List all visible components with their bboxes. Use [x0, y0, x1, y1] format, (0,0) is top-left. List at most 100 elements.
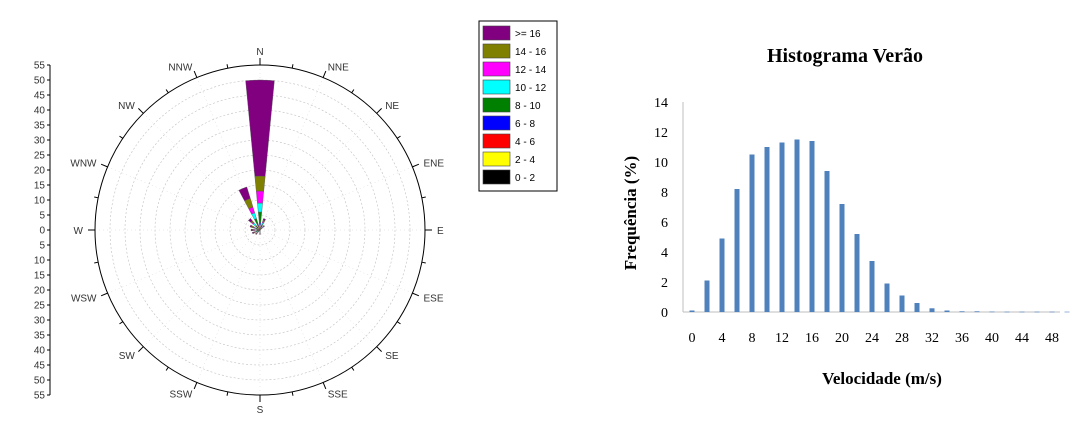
rose-wedge-sw-bin-8 [255, 232, 258, 235]
hist-y-tick-label: 0 [661, 306, 668, 321]
hist-bar [974, 311, 980, 313]
hist-y-tick-label: 4 [661, 246, 668, 261]
legend-label: 10 - 12 [515, 83, 547, 94]
direction-label-sse: SSE [328, 390, 348, 401]
rose-spoke [196, 229, 261, 383]
rose-outer-tick [351, 89, 355, 94]
hist-xlabel: Velocidade (m/s) [822, 369, 942, 388]
rose-spoke [143, 113, 261, 231]
hist-ylabel: Frequência (%) [621, 156, 640, 270]
hist-y-tick-label: 6 [661, 216, 668, 231]
radial-scale-label: 0 [39, 226, 45, 237]
hist-bar [944, 310, 950, 312]
hist-bar [704, 280, 710, 312]
rose-outer-tick [421, 196, 426, 199]
hist-y-tick-label: 8 [661, 186, 668, 201]
rose-wedge-wsw-bin-8 [251, 231, 255, 235]
direction-label-w: W [74, 226, 84, 237]
hist-x-tick-label: 28 [895, 331, 909, 346]
rose-outer-tick [226, 391, 229, 396]
rose-outer-tick [226, 64, 229, 69]
hist-bar [689, 310, 695, 312]
direction-label-n: N [256, 47, 263, 58]
rose-outer-tick [412, 163, 420, 168]
hist-bar [914, 303, 920, 312]
hist-y-tick-label: 2 [661, 276, 668, 291]
rose-wedge-ne-bin-8 [262, 225, 265, 228]
direction-label-nw: NW [118, 101, 135, 112]
radial-scale-label: 25 [34, 301, 46, 312]
direction-label-ene: ENE [424, 158, 445, 169]
radial-scale-label: 45 [34, 361, 46, 372]
hist-bar [869, 261, 875, 312]
hist-bar [719, 238, 725, 312]
direction-label-nne: NNE [328, 63, 349, 74]
direction-label-ne: NE [385, 101, 399, 112]
rose-ring [109, 79, 411, 381]
hist-bar [749, 154, 755, 312]
rose-wedge-n-bin-8 [245, 79, 275, 177]
hist-x-tick-label: 24 [865, 331, 879, 346]
hist-bar [824, 171, 830, 312]
direction-label-ese: ESE [424, 294, 444, 305]
radial-scale-label: 15 [34, 181, 46, 192]
legend-swatch [482, 97, 511, 113]
hist-bar [1034, 311, 1040, 313]
rose-wedge-wnw-bin-8 [249, 224, 253, 228]
rose-spoke [259, 229, 413, 294]
rose-wedge-n-bin-2 [259, 225, 261, 228]
hist-bar [794, 139, 800, 312]
legend-label: >= 16 [515, 29, 541, 40]
radial-scale-label: 25 [34, 151, 46, 162]
rose-outer-tick [100, 163, 108, 168]
legend-swatch [482, 133, 511, 149]
hist-bar [839, 204, 845, 312]
radial-scale-label: 5 [39, 211, 45, 222]
hist-y-tick-label: 14 [654, 96, 668, 111]
rose-spoke [143, 229, 261, 347]
hist-x-tick-label: 32 [925, 331, 939, 346]
legend-swatch [482, 79, 511, 95]
hist-x-tick-label: 4 [719, 331, 726, 346]
summer-histogram-chart: Histograma Verão Velocidade (m/s) Frequê… [621, 45, 1070, 388]
direction-label-se: SE [385, 351, 399, 362]
hist-bar [1019, 311, 1025, 313]
legend-label: 12 - 14 [515, 65, 547, 76]
rose-outer-tick [322, 382, 327, 390]
rose-outer-tick [193, 382, 198, 390]
hist-x-tick-label: 12 [775, 331, 789, 346]
legend-swatch [482, 43, 511, 59]
wind-rose-chart: NNNENEENEEESESESSESSSWSWWSWWWNWNWNNW5550… [34, 47, 445, 416]
rose-outer-tick [193, 70, 198, 78]
legend-label: 6 - 8 [515, 119, 535, 130]
rose-outer-tick [412, 292, 420, 297]
rose-wedge-n-bin-7 [254, 175, 266, 192]
rose-outer-tick [291, 64, 294, 69]
hist-x-tick-label: 8 [749, 331, 756, 346]
rose-outer-tick [376, 108, 382, 114]
radial-scale-label: 40 [34, 346, 46, 357]
hist-bar [809, 141, 815, 312]
hist-bar [779, 142, 785, 312]
hist-x-tick-label: 40 [985, 331, 999, 346]
rose-wedge-n-bin-5 [257, 202, 263, 213]
radial-scale-label: 10 [34, 256, 46, 267]
hist-y-tick-label: 12 [654, 126, 668, 141]
radial-scale-label: 30 [34, 316, 46, 327]
rose-spoke [259, 166, 413, 231]
radial-scale-label: 5 [39, 241, 45, 252]
legend-swatch [482, 61, 511, 77]
hist-x-tick-label: 0 [689, 331, 696, 346]
radial-scale-label: 10 [34, 196, 46, 207]
rose-outer-tick [376, 346, 382, 352]
radial-scale-label: 50 [34, 76, 46, 87]
radial-scale-label: 40 [34, 106, 46, 117]
hist-title: Histograma Verão [767, 45, 923, 67]
legend-label: 0 - 2 [515, 173, 535, 184]
direction-label-wsw: WSW [71, 294, 97, 305]
rose-wedge-n-bin-4 [258, 211, 262, 223]
hist-bar [734, 189, 740, 312]
hist-x-tick-label: 36 [955, 331, 969, 346]
radial-scale-label: 20 [34, 166, 46, 177]
